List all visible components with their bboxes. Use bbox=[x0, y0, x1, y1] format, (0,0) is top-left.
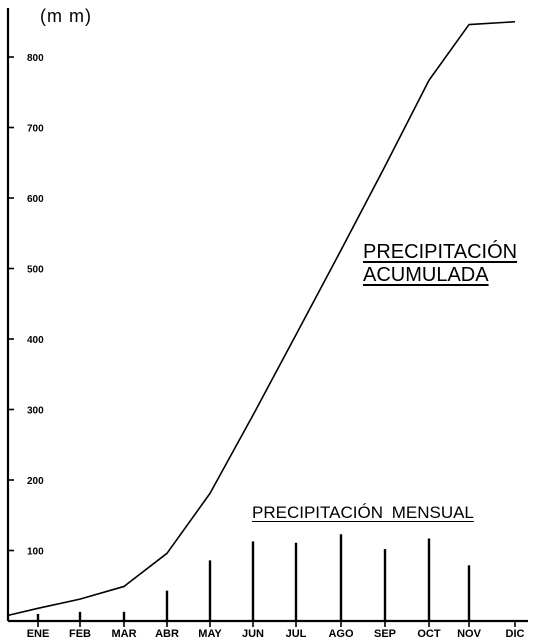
accumulated-annotation-line-1: PRECIPITACIÓN bbox=[363, 241, 518, 263]
x-tick-label: FEB bbox=[69, 628, 91, 640]
x-tick-label: DIC bbox=[506, 628, 525, 640]
x-tick-label: MAR bbox=[111, 628, 136, 640]
accumulated-curve bbox=[7, 20, 516, 617]
x-tick-label: AGO bbox=[328, 628, 354, 640]
x-tick-label: JUN bbox=[242, 628, 264, 640]
y-tick-label: 200 bbox=[27, 476, 44, 487]
x-tick-label: SEP bbox=[374, 628, 396, 640]
monthly-bars bbox=[36, 534, 471, 621]
axes bbox=[6, 8, 528, 623]
y-axis-unit-label: (m m) bbox=[40, 6, 92, 26]
y-tick-label: 600 bbox=[27, 194, 44, 205]
x-tick-label: MAY bbox=[198, 628, 222, 640]
y-tick-label: 300 bbox=[27, 406, 44, 417]
x-tick-label: ABR bbox=[155, 628, 179, 640]
accumulated-line bbox=[7, 20, 516, 617]
accumulated-annotation-line-2: ACUMULADA bbox=[363, 264, 489, 286]
y-tick-label: 400 bbox=[27, 335, 44, 346]
x-axis-ticks: ENE FEB MAR ABR MAY JUN JUL AGO SEP OCT NOV DIC bbox=[27, 621, 525, 640]
monthly-annotation: PRECIPITACIÓN MENSUAL bbox=[252, 503, 474, 522]
x-tick-label: NOV bbox=[457, 628, 482, 640]
x-tick-label: ENE bbox=[27, 628, 50, 640]
x-tick-label: OCT bbox=[417, 628, 441, 640]
y-tick-label: 700 bbox=[27, 124, 44, 135]
x-tick-label: JUL bbox=[286, 628, 307, 640]
y-tick-label: 100 bbox=[27, 547, 44, 558]
y-axis-ticks: 100 200 300 400 500 600 700 800 bbox=[8, 53, 44, 558]
y-tick-label: 800 bbox=[27, 53, 44, 64]
y-tick-label: 500 bbox=[27, 265, 44, 276]
accumulated-annotation: PRECIPITACIÓN ACUMULADA bbox=[363, 241, 517, 287]
